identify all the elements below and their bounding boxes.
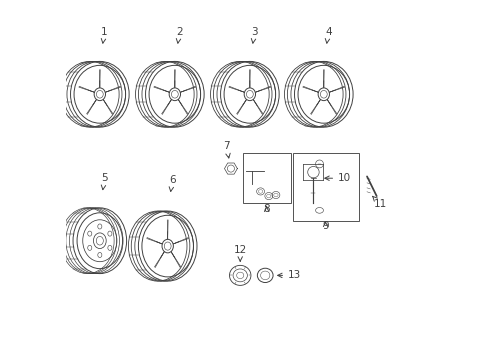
Ellipse shape — [98, 252, 102, 257]
Bar — [242, 153, 290, 203]
Text: 2: 2 — [176, 27, 183, 43]
Ellipse shape — [108, 231, 112, 236]
Text: 10: 10 — [324, 173, 350, 183]
Text: 7: 7 — [223, 141, 230, 158]
Text: 12: 12 — [233, 245, 246, 261]
Ellipse shape — [87, 231, 92, 236]
Text: 6: 6 — [169, 175, 175, 192]
Text: 8: 8 — [263, 204, 269, 214]
Bar — [292, 153, 358, 221]
Text: 3: 3 — [251, 27, 257, 43]
Ellipse shape — [108, 245, 112, 250]
Ellipse shape — [315, 207, 323, 213]
Text: 11: 11 — [372, 196, 386, 209]
Text: 5: 5 — [101, 173, 107, 190]
Ellipse shape — [87, 245, 92, 250]
Text: 13: 13 — [277, 270, 301, 280]
Text: 9: 9 — [322, 221, 328, 231]
Text: 4: 4 — [325, 27, 331, 43]
Ellipse shape — [98, 224, 102, 229]
Text: 1: 1 — [101, 27, 107, 43]
